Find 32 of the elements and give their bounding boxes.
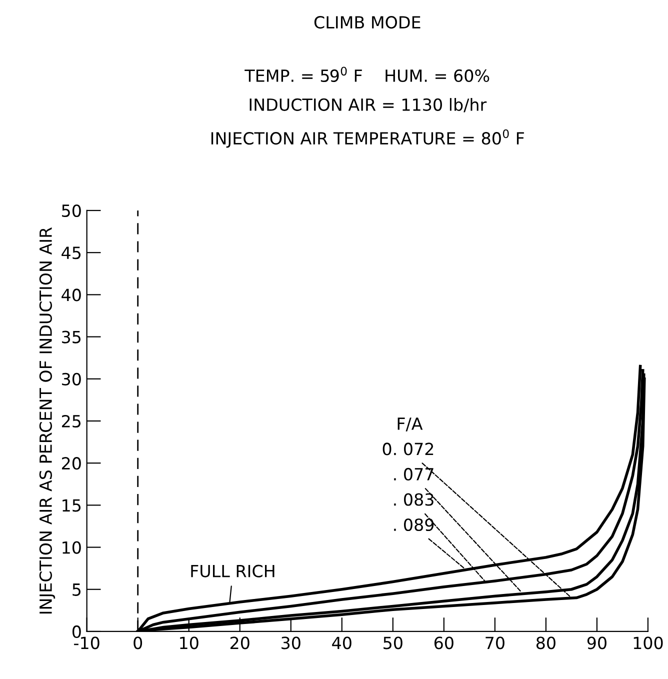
- x-tick-label: 30: [282, 636, 300, 650]
- x-tick-label: 100: [634, 636, 663, 650]
- x-tick-label: 70: [486, 636, 504, 650]
- x-tick-label: 50: [384, 636, 402, 650]
- x-tick-label: 80: [536, 636, 556, 650]
- y-tick-label: 5: [72, 584, 81, 596]
- annotation: F/A: [398, 418, 423, 432]
- y-tick-label: 10: [62, 541, 81, 554]
- x-tick-label: 20: [230, 636, 250, 650]
- x-tick-label: 60: [434, 636, 454, 650]
- y-tick-label: 45: [62, 246, 81, 260]
- annotation: FULL RICH: [191, 564, 274, 578]
- y-tick-label: 25: [62, 414, 81, 428]
- annotation: . 089: [394, 518, 434, 532]
- y-tick-label: 0: [72, 625, 81, 638]
- x-tick-label: 40: [332, 636, 352, 650]
- y-tick-label: 15: [62, 499, 81, 512]
- x-tick-label: 10: [180, 636, 198, 650]
- x-tick-label: 0: [134, 636, 142, 650]
- annotation: 0. 072: [382, 442, 434, 456]
- x-tick-label: -10: [74, 636, 100, 650]
- y-tick-label: 30: [62, 372, 81, 386]
- annotation: . 077: [394, 468, 434, 481]
- chart-title: CLIMB MODE: [314, 16, 420, 29]
- x-tick-label: 90: [587, 636, 606, 650]
- y-axis-title: INJECTION AIR AS PERCENT OF INDUCTION AIR: [39, 227, 56, 614]
- y-tick-label: 20: [62, 457, 81, 470]
- y-tick-label: 40: [62, 288, 81, 302]
- y-tick-label: 50: [62, 204, 81, 218]
- y-tick-label: 35: [62, 330, 81, 344]
- chart-subtitle: TEMP. = 59$^{0}$ F HUM. = 60% INDUCTION AIR = 1130 lb/hr INJECTION AIR TEMPERATURE = 80$^{0}$ F: [211, 66, 524, 148]
- annotation: . 083: [394, 493, 434, 506]
